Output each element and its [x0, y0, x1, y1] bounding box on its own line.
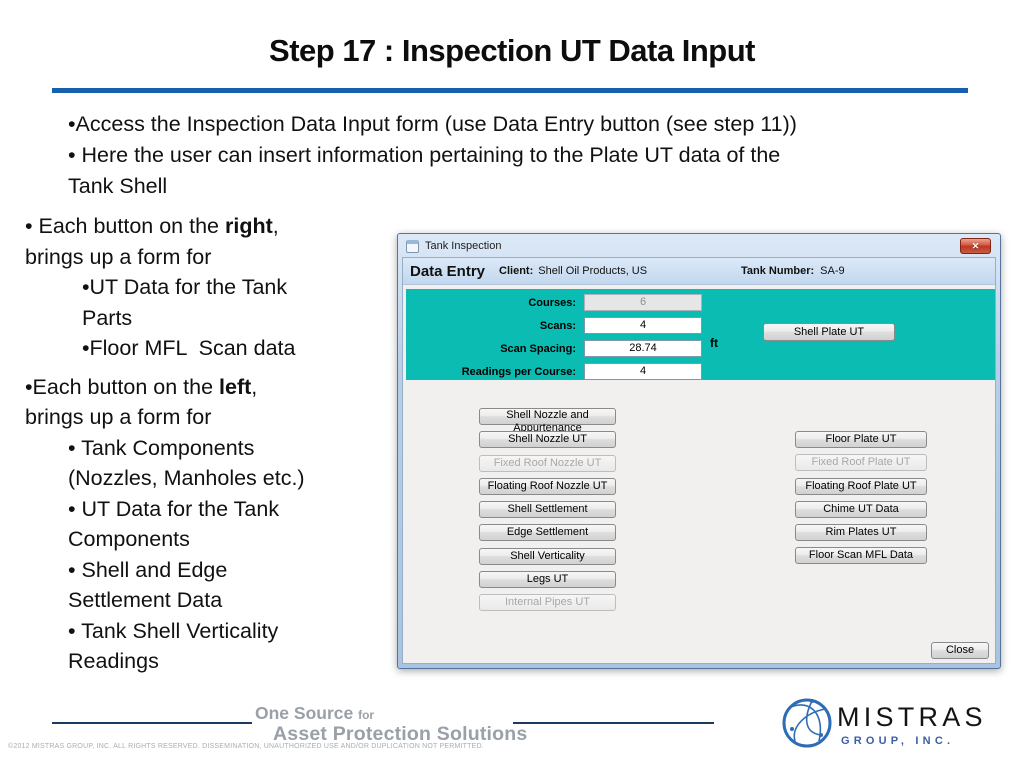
footer-divider-left: [52, 722, 252, 724]
tank-inspection-window: Tank Inspection ✕ Data Entry Client: She…: [397, 233, 1001, 669]
plate-form-button[interactable]: Floating Roof Plate UT: [795, 477, 927, 495]
component-form-button[interactable]: Edge Settlement: [479, 524, 616, 542]
component-form-button[interactable]: Shell Nozzle UT: [479, 431, 616, 449]
parameter-input[interactable]: 4: [584, 363, 702, 380]
parameter-input[interactable]: 28.74: [584, 340, 702, 357]
plate-form-button[interactable]: Rim Plates UT: [795, 524, 927, 542]
client-value: Shell Oil Products, US: [538, 265, 648, 277]
window-client-area: Data Entry Client: Shell Oil Products, U…: [402, 257, 996, 664]
shell-plate-ut-button[interactable]: Shell Plate UT: [763, 323, 895, 341]
plate-form-button[interactable]: Floor Plate UT: [795, 431, 927, 448]
parameter-row: Scans: 4: [406, 317, 995, 334]
component-form-button[interactable]: Shell Verticality: [479, 547, 616, 565]
plate-form-button[interactable]: Floor Scan MFL Data: [795, 547, 927, 565]
note-right-buttons: • Each button on the right, brings up a …: [25, 214, 279, 269]
tank-number: Tank Number: SA-9: [741, 258, 845, 284]
side-notes: • Each button on the right, brings up a …: [25, 211, 390, 677]
component-form-button[interactable]: Legs UT: [479, 571, 616, 589]
parameter-row: Scan Spacing: 28.74: [406, 340, 995, 357]
plate-buttons-column: Floor Plate UT Fixed Roof Plate UT Floatin…: [795, 431, 927, 571]
mistras-logo: MISTRAS GROUP, INC.: [782, 698, 985, 748]
component-form-button[interactable]: Fixed Roof Nozzle UT: [479, 454, 616, 472]
page-title: Step 17 : Inspection UT Data Input: [269, 33, 755, 68]
window-icon: [406, 239, 419, 253]
title-divider: [52, 88, 968, 93]
component-buttons-column: Shell Nozzle and Appurtenance Shell Nozzl…: [479, 408, 616, 618]
note-left-sub: • Tank Components (Nozzles, Manholes etc…: [68, 435, 305, 674]
parameter-label: Courses:: [528, 296, 576, 309]
plate-form-button[interactable]: Fixed Roof Plate UT: [795, 454, 927, 472]
window-title: Tank Inspection: [425, 240, 502, 252]
data-entry-header: Data Entry Client: Shell Oil Products, U…: [403, 258, 995, 285]
component-form-button[interactable]: Shell Nozzle and Appurtenance: [479, 408, 616, 434]
component-form-button[interactable]: Internal Pipes UT: [479, 594, 616, 612]
plate-form-button[interactable]: Chime UT Data: [795, 500, 927, 518]
shell-plate-ut-wrap: Shell Plate UT: [763, 323, 895, 341]
intro-bullets: •Access the Inspection Data Input form (…: [68, 112, 797, 198]
parameter-label: Scan Spacing:: [500, 342, 576, 355]
globe-icon: [782, 698, 832, 748]
close-button[interactable]: Close: [931, 642, 989, 659]
logo-wordmark: MISTRAS: [837, 702, 985, 732]
close-button-wrap: Close: [931, 642, 989, 659]
logo-subtitle: GROUP, INC.: [841, 735, 954, 747]
company-tagline: One Source for Asset Protection Solution…: [255, 703, 528, 745]
parameter-input[interactable]: 4: [584, 317, 702, 334]
component-form-button[interactable]: Floating Roof Nozzle UT: [479, 477, 616, 495]
note-left-buttons: •Each button on the left, brings up a fo…: [25, 374, 258, 430]
form-title: Data Entry: [410, 262, 486, 280]
footer-divider-right: [513, 722, 714, 724]
parameter-row: Courses: 6: [406, 294, 995, 311]
feet-unit-label: ft: [710, 336, 718, 350]
parameter-row: Readings per Course: 4: [406, 363, 995, 380]
client-label: Client:: [499, 265, 534, 277]
window-titlebar[interactable]: Tank Inspection ✕: [399, 235, 999, 257]
component-form-button[interactable]: Shell Settlement: [479, 501, 616, 519]
parameter-input[interactable]: 6: [584, 294, 702, 311]
scan-parameters-panel: Courses: 6 Scans: 4 Scan Spacing: 28.74 …: [406, 289, 995, 380]
parameter-label: Scans:: [539, 319, 576, 332]
parameter-label: Readings per Course:: [461, 365, 576, 378]
tank-number-value: SA-9: [820, 265, 845, 277]
tank-number-label: Tank Number:: [741, 265, 815, 277]
note-right-sub: •UT Data for the Tank Parts •Floor MFL S…: [82, 275, 296, 360]
copyright-text: ©2012 MISTRAS GROUP, INC. ALL RIGHTS RES…: [8, 743, 484, 750]
close-icon[interactable]: ✕: [960, 238, 991, 254]
